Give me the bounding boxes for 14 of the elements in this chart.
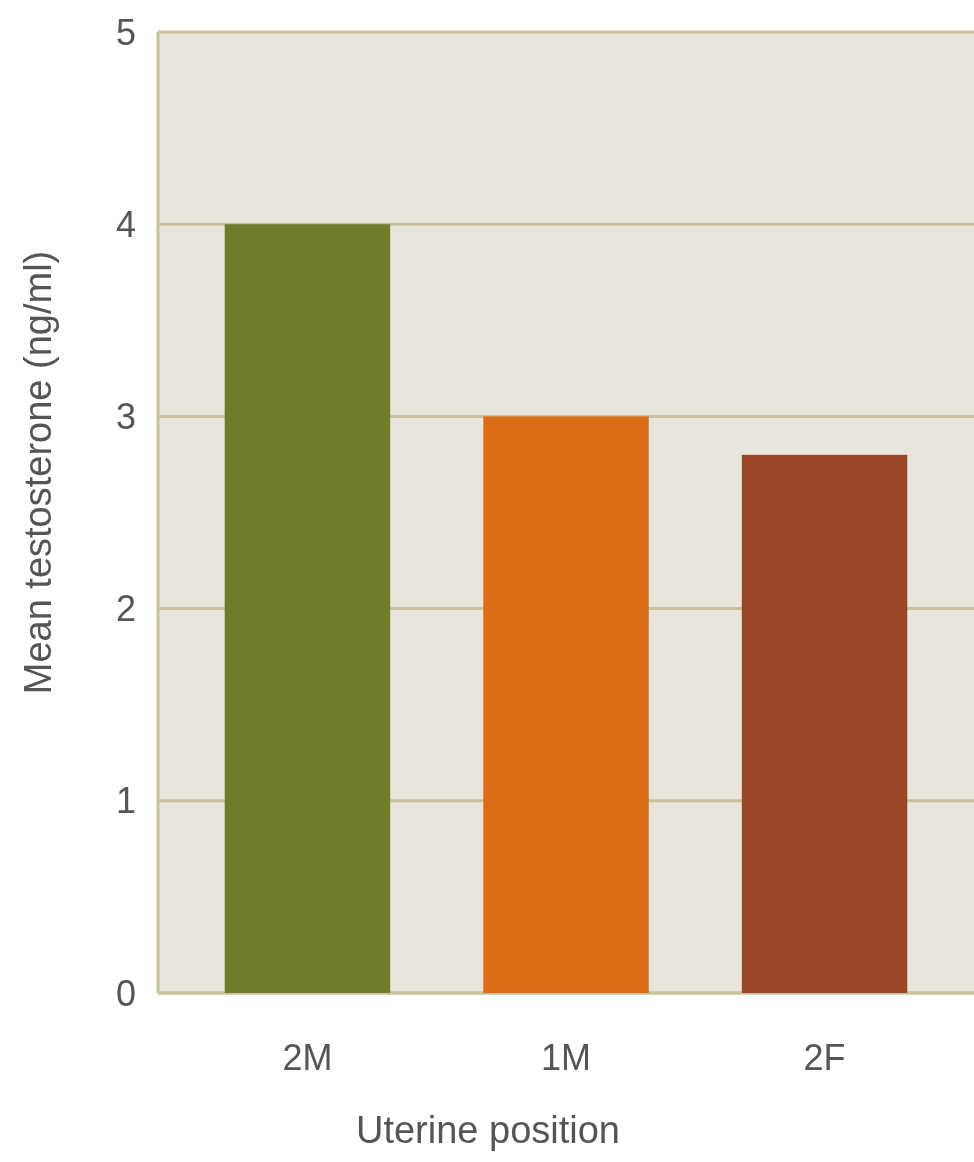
y-axis-title: Mean testosterone (ng/ml) [17, 250, 59, 695]
bar [483, 416, 649, 993]
y-tick-label: 4 [115, 203, 136, 245]
bar [224, 224, 391, 993]
x-axis-title: Uterine position [355, 1109, 621, 1151]
x-tick-label: 2F [803, 1036, 846, 1078]
y-tick-label: 0 [115, 972, 136, 1014]
x-tick-label: 1M [540, 1036, 592, 1078]
bar [741, 454, 908, 993]
y-tick-label: 1 [115, 780, 136, 822]
y-tick-label: 3 [115, 395, 136, 437]
y-tick-label: 2 [115, 588, 136, 630]
y-tick-label: 5 [115, 11, 136, 53]
x-tick-label: 2M [282, 1036, 333, 1078]
